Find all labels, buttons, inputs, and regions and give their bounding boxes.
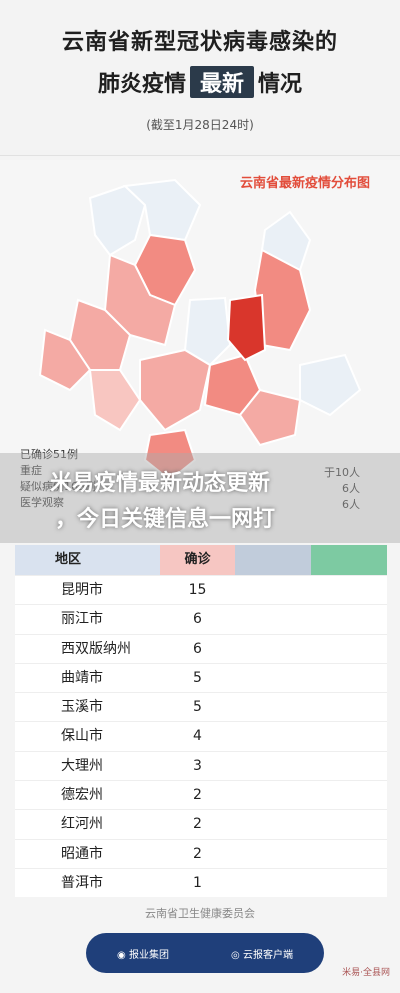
row-count: 15 [188, 582, 207, 598]
region-wenshan [299, 353, 362, 417]
newspaper-logo: ◉ 报业集团 [117, 949, 169, 961]
row-count: 5 [193, 669, 202, 686]
map-section: 云南省最新疫情分布图 已确诊51例 重症 疑似病例163例 医学观察 于10人 … [0, 160, 400, 530]
row-region: 红河州 [61, 816, 103, 833]
headline-line-1: 米易疫情最新动态更新 [50, 471, 271, 496]
table-header: 地区 确诊 [15, 545, 387, 575]
row-count: 6 [193, 640, 202, 657]
region-dehong [38, 328, 92, 392]
table-row: 普洱市 1 [15, 867, 387, 897]
title-line-2: 肺炎疫情 最新 情况 [0, 66, 400, 98]
source-label: 云南省卫生健康委员会 [145, 907, 255, 920]
legend-right-3: 6人 [342, 498, 360, 511]
row-count: 3 [193, 757, 202, 774]
yunnan-map [38, 178, 362, 482]
row-region: 玉溪市 [61, 699, 103, 716]
title-highlight: 最新 [189, 66, 254, 98]
header-blank-1 [235, 545, 311, 575]
headline-line-2: ，今日关键信息一网打 [55, 507, 276, 532]
table-row: 德宏州 2 [15, 780, 387, 809]
row-region: 保山市 [61, 728, 103, 745]
table-row: 保山市 4 [15, 721, 387, 750]
header-count: 确诊 [160, 545, 235, 575]
row-region: 西双版纳州 [61, 640, 131, 657]
region-lincang [88, 369, 142, 432]
row-count: 2 [193, 845, 202, 862]
row-region: 普洱市 [61, 874, 103, 891]
cases-table: 地区 确诊 昆明市 15 丽江市 6 西双版纳州 6 曲靖市 5 玉溪市 5 保山市 4 大理州 3 德宏州… [15, 545, 387, 898]
row-count: 4 [193, 728, 202, 745]
legend-right-2: 6人 [342, 482, 360, 495]
app-label: 云报客户端 [242, 949, 293, 961]
row-region: 德宏州 [61, 787, 103, 804]
region-honghe [238, 388, 302, 447]
headline-overlay: 米易疫情最新动态更新 ，今日关键信息一网打 [0, 453, 400, 543]
legend-right-1: 于10人 [324, 466, 360, 479]
legend-left-3: 疑似病例163例 [20, 480, 96, 493]
title-right: 情况 [258, 72, 303, 97]
date-note: (截至1月28日24时) [146, 118, 254, 132]
row-region: 丽江市 [61, 611, 103, 628]
title-line-1: 云南省新型冠状病毒感染的 [61, 30, 338, 55]
header-region: 地区 [15, 545, 160, 575]
legend-left-4: 医学观察 [20, 496, 64, 509]
row-count: 2 [193, 816, 202, 833]
table-row: 昆明市 15 [15, 575, 387, 604]
table-row: 玉溪市 5 [15, 692, 387, 721]
table-row: 昭通市 2 [15, 838, 387, 868]
legend-left-2: 重症 [20, 464, 42, 477]
row-count: 2 [193, 787, 202, 804]
group-label: 报业集团 [128, 949, 169, 961]
title-left: 肺炎疫情 [97, 72, 186, 97]
table-body: 昆明市 15 丽江市 6 西双版纳州 6 曲靖市 5 玉溪市 5 保山市 4 大理州 3 德宏州 2 红河州 2 昭… [15, 575, 387, 897]
legend-left-1: 已确诊51例 [20, 448, 78, 461]
table-row: 红河州 2 [15, 809, 387, 838]
legend-left: 已确诊51例 重症 疑似病例163例 医学观察 [20, 447, 96, 511]
map-title: 云南省最新疫情分布图 [239, 176, 370, 191]
region-chuxiong [183, 296, 232, 367]
row-region: 曲靖市 [61, 669, 103, 686]
region-puer [139, 348, 212, 432]
region-qujing [253, 248, 312, 352]
region-kunming [226, 293, 267, 362]
app-label-wrap: ◎ 云报客户端 [231, 949, 293, 961]
row-count: 1 [193, 874, 202, 891]
table-row: 大理州 3 [15, 750, 387, 780]
table-row: 西双版纳州 6 [15, 633, 387, 663]
watermark-badge: 米易·全县网 [342, 968, 390, 978]
row-count: 5 [193, 699, 202, 716]
legend-right: 于10人 6人 6人 [324, 465, 360, 513]
header: 云南省新型冠状病毒感染的 肺炎疫情 最新 情况 (截至1月28日24时) [0, 0, 400, 156]
table-row: 丽江市 6 [15, 604, 387, 633]
row-region: 大理州 [61, 757, 103, 774]
row-count: 6 [193, 611, 202, 628]
row-region: 昭通市 [61, 845, 103, 862]
header-blank-2 [311, 545, 387, 575]
table-row: 曲靖市 5 [15, 662, 387, 692]
region-xishuangbanna [143, 428, 197, 482]
footer-banner: ◉ 报业集团 ◎ 云报客户端 [86, 933, 324, 973]
row-region: 昆明市 [61, 582, 103, 598]
